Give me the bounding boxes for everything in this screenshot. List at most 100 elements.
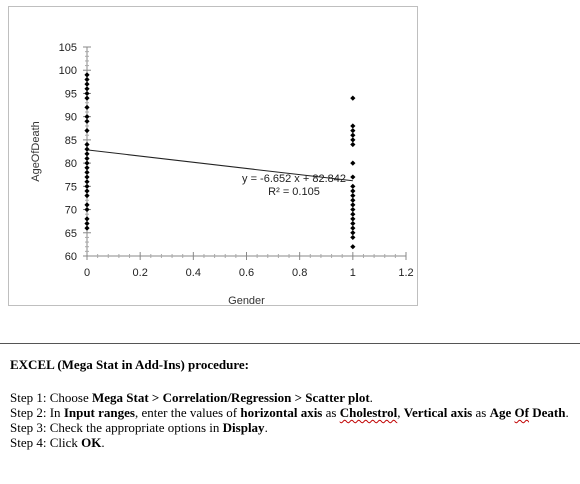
axes (83, 46, 407, 260)
data-point (350, 183, 356, 189)
step-2-prefix: Step 2: In (10, 405, 64, 420)
data-point (84, 114, 90, 120)
x-tick-label: 0.6 (239, 267, 254, 279)
procedure-text: EXCEL (Mega Stat in Add-Ins) procedure: … (10, 357, 575, 450)
y-tick-label: 105 (59, 42, 77, 54)
step-2-text-3: , (397, 405, 404, 420)
data-point (350, 234, 356, 241)
step-2-suffix: . (565, 405, 569, 420)
step-4: Step 4: Click OK. (10, 435, 575, 450)
data-point (84, 220, 90, 227)
chart-area: 60 65 70 75 80 85 90 95 100 105 0 0.2 0.4 0.6 0.8 1 1.2 … (8, 6, 418, 307)
step-4-bold: OK (81, 435, 102, 450)
data-point (84, 188, 90, 194)
step-4-prefix: Step 4: Click (10, 435, 82, 450)
data-point (350, 174, 356, 180)
data-point (84, 183, 90, 189)
x-axis-title: Gender (228, 295, 265, 307)
data-point (84, 151, 90, 157)
data-point (350, 188, 356, 194)
x-tick-label: 0.8 (292, 267, 307, 279)
trendline (86, 149, 353, 182)
data-point (84, 169, 90, 175)
data-point (84, 118, 90, 124)
data-point (350, 128, 356, 134)
step-1-bold: Mega Stat > Correlation/Regression > Sca… (91, 390, 370, 405)
data-point (350, 123, 356, 129)
y-tick-label: 100 (59, 65, 77, 77)
y-tick-label: 95 (65, 88, 77, 100)
step-1-prefix: Step 1: Choose (10, 390, 92, 405)
data-point (350, 206, 356, 213)
data-point (84, 174, 90, 180)
data-point (84, 104, 90, 110)
step-3-suffix: . (264, 420, 268, 435)
step-2-bold-of: Of (514, 405, 529, 420)
data-point (350, 132, 356, 138)
data-point (350, 220, 356, 227)
data-point (84, 216, 90, 222)
y-tick-label: 80 (65, 158, 77, 170)
y-tick-label: 65 (65, 228, 77, 240)
trendline-r2: R² = 0.105 (268, 186, 320, 198)
axis-labels: 60 65 70 75 80 85 90 95 100 105 0 0.2 0.4 0.6 0.8 1 1.2 (59, 42, 414, 279)
data-point (84, 225, 90, 231)
data-point (350, 193, 356, 199)
data-point (350, 230, 356, 236)
step-2-bold-age: Age (489, 405, 515, 420)
data-point (84, 81, 90, 87)
section-divider (0, 343, 580, 344)
step-2-text-1: , enter the values of (134, 405, 241, 420)
y-tick-label: 90 (65, 112, 77, 124)
step-2-bold-input-ranges: Input ranges (63, 405, 135, 420)
x-tick-label: 0.4 (186, 267, 201, 279)
procedure-heading: EXCEL (Mega Stat in Add-Ins) procedure: (10, 357, 249, 372)
step-2-bold-horizontal: horizontal axis (240, 405, 323, 420)
data-point (84, 72, 90, 78)
data-point (84, 76, 90, 83)
data-point (350, 197, 356, 203)
step-2-bold-cholestrol: Cholestrol (339, 405, 398, 420)
data-point (350, 95, 356, 101)
data-point (350, 137, 356, 143)
data-points (84, 72, 356, 250)
step-2: Step 2: In Input ranges, enter the value… (10, 405, 575, 420)
y-tick-label: 60 (65, 251, 77, 263)
data-point (84, 146, 90, 152)
x-tick-label: 0 (84, 267, 90, 279)
data-point (84, 155, 90, 162)
data-point (84, 165, 90, 171)
x-tick-label: 1.2 (398, 267, 413, 279)
data-point (350, 160, 356, 166)
trendline-equation: y = -6.652 x + 82.842 (242, 173, 346, 185)
data-point (350, 244, 356, 250)
data-point (84, 95, 90, 101)
data-point (350, 216, 356, 222)
data-point (350, 202, 356, 208)
y-tick-label: 85 (65, 135, 77, 147)
step-1: Step 1: Choose Mega Stat > Correlation/R… (10, 390, 575, 405)
data-point (84, 128, 90, 134)
data-point (350, 141, 356, 148)
step-2-text-2: as (322, 405, 340, 420)
step-4-suffix: . (101, 435, 105, 450)
data-point (84, 206, 90, 213)
y-tick-label: 75 (65, 181, 77, 193)
data-point (84, 193, 90, 199)
step-1-suffix: . (369, 390, 373, 405)
step-2-bold-death: Death (528, 405, 566, 420)
step-2-text-4: as (472, 405, 490, 420)
x-tick-label: 1 (350, 267, 356, 279)
data-point (84, 86, 90, 92)
data-point (84, 160, 90, 166)
y-axis-title: AgeOfDeath (30, 121, 42, 182)
step-3-prefix: Step 3: Check the appropriate options in (10, 420, 223, 435)
y-tick-label: 70 (65, 205, 77, 217)
data-point (84, 90, 90, 97)
step-2-bold-vertical: Vertical axis (403, 405, 473, 420)
trendline-group (86, 149, 353, 182)
data-point (350, 211, 356, 217)
data-point (84, 141, 90, 148)
x-tick-label: 0.2 (133, 267, 148, 279)
